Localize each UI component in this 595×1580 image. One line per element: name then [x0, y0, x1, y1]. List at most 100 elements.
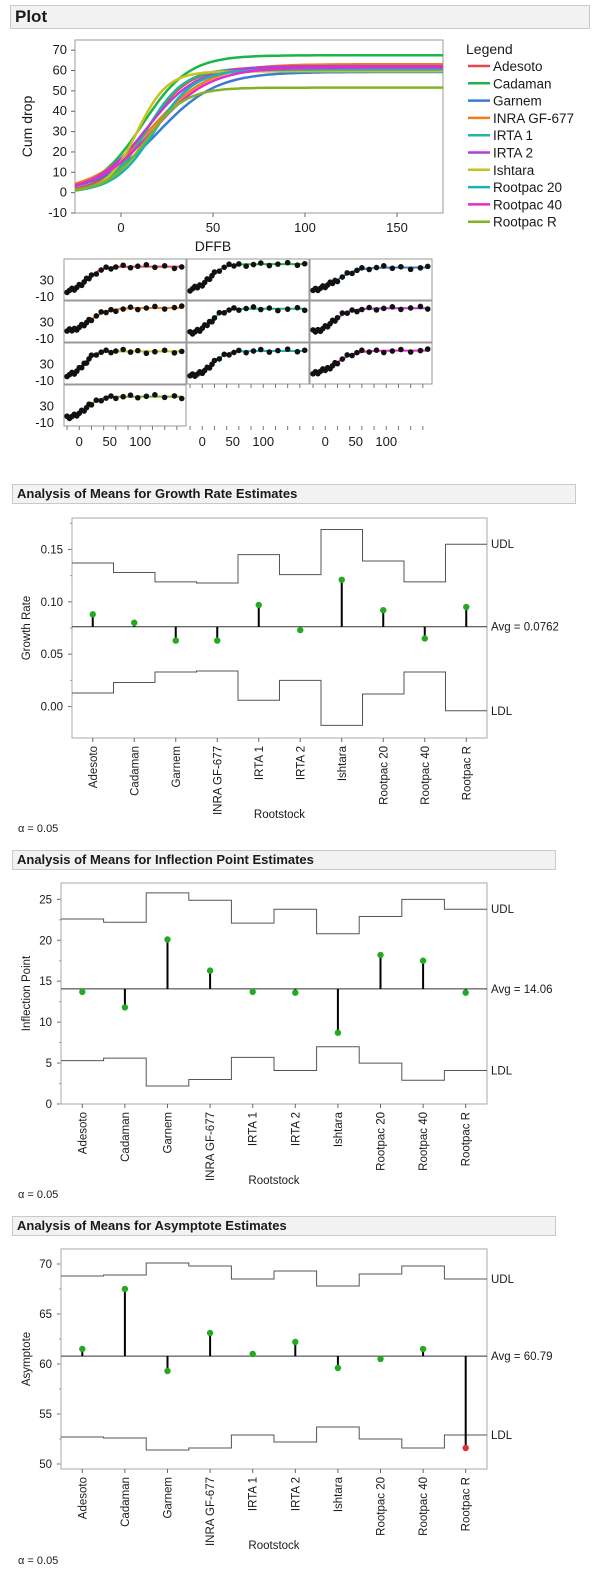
- udl-step-line: [61, 1262, 487, 1287]
- data-point: [380, 606, 387, 614]
- panel-data-point: [221, 310, 228, 316]
- data-point: [206, 967, 214, 974]
- panel-data-point: [152, 264, 158, 271]
- y-tick-label: 0.05: [41, 649, 63, 661]
- panel-data-point: [398, 306, 404, 313]
- data-point: [377, 1355, 384, 1363]
- panel-y-tick-label: 30: [40, 315, 54, 330]
- panel-x-tick-label: 100: [252, 434, 274, 449]
- legend-entry: INRA GF-677: [493, 111, 574, 126]
- panel-data-point: [250, 261, 257, 268]
- panel-data-point: [284, 346, 291, 352]
- panel-data-point: [113, 308, 119, 315]
- category-label: Rootpac 40: [418, 1477, 430, 1536]
- asymptote-header[interactable]: Analysis of Means for Asymptote Estimate…: [12, 1216, 556, 1236]
- category-label: IRTA 2: [295, 746, 307, 780]
- data-point: [297, 626, 304, 634]
- category-label: Rootpac 20: [376, 1112, 388, 1171]
- inflection-point-alpha: α = 0.05: [18, 1189, 59, 1201]
- panel-data-point: [143, 305, 150, 311]
- data-point: [249, 1350, 256, 1358]
- y-tick-label: 55: [39, 1409, 52, 1421]
- legend-entry: Garnem: [493, 94, 542, 109]
- panel-data-point: [127, 392, 134, 398]
- panel-data-point: [83, 360, 90, 366]
- panel-data-point: [424, 346, 431, 352]
- avg-label: Avg = 60.79: [491, 1351, 553, 1363]
- ldl-step-line: [61, 1426, 487, 1451]
- panel-data-point: [178, 303, 185, 309]
- panel-data-point: [221, 264, 228, 271]
- ldl-label: LDL: [491, 706, 513, 718]
- panel-data-point: [103, 309, 109, 316]
- x-axis-label: Rootstock: [248, 1175, 299, 1187]
- category-label: Ishtara: [337, 745, 349, 781]
- panel-x-tick-label: 0: [76, 434, 83, 449]
- panel-data-point: [221, 351, 228, 358]
- category-label: Rootpac R: [461, 1477, 473, 1531]
- panel-data-point: [339, 274, 346, 280]
- panel-data-point: [231, 263, 237, 269]
- panel-data-point: [407, 266, 414, 273]
- category-label: Rootpac 40: [418, 1112, 430, 1171]
- panel-data-point: [216, 356, 223, 362]
- ldl-label: LDL: [491, 1065, 513, 1077]
- asymptote-title: Analysis of Means for Asymptote Estimate…: [17, 1218, 287, 1233]
- data-point: [79, 1345, 86, 1353]
- inflection-point-header[interactable]: Analysis of Means for Inflection Point E…: [12, 850, 556, 870]
- panel-data-point: [98, 309, 105, 315]
- y-axis-label: Asymptote: [21, 1332, 33, 1386]
- panel-data-point: [258, 346, 264, 353]
- category-label: Garnem: [163, 1112, 175, 1154]
- x-tick-label: 0: [117, 220, 124, 235]
- panel-data-point: [108, 306, 114, 313]
- data-point: [255, 601, 262, 609]
- growth-rate-title: Analysis of Means for Growth Rate Estima…: [17, 486, 298, 501]
- panel-data-point: [216, 268, 223, 274]
- panel-data-point: [284, 306, 291, 312]
- panel-data-point: [294, 304, 301, 311]
- panel-data-point: [143, 261, 150, 268]
- y-tick-label: 0.15: [41, 544, 63, 556]
- panel-data-point: [389, 304, 396, 310]
- panel-data-point: [161, 347, 168, 354]
- panel-data-point: [226, 261, 232, 268]
- panel-data-point: [417, 303, 424, 310]
- panel-data-point: [178, 348, 185, 355]
- panel-data-point: [93, 271, 100, 277]
- legend-entry: IRTA 1: [493, 128, 533, 143]
- panel-data-point: [398, 346, 404, 353]
- data-point: [164, 1367, 171, 1375]
- panel-data-point: [98, 397, 105, 404]
- panel-data-point: [93, 397, 100, 403]
- panel-data-point: [211, 357, 218, 364]
- panel-data-point: [258, 306, 264, 313]
- plot-section-header[interactable]: Plot: [10, 5, 590, 29]
- category-label: Cadaman: [129, 746, 141, 796]
- panel-data-point: [226, 307, 232, 313]
- panel-x-tick-label: 50: [226, 434, 240, 449]
- panel-data-point: [381, 305, 387, 312]
- ldl-step-line: [72, 670, 487, 726]
- category-label: Ishtara: [333, 1111, 345, 1147]
- panel-data-point: [354, 308, 360, 315]
- y-tick-label: 60: [39, 1359, 52, 1371]
- data-point: [463, 603, 470, 611]
- category-label: IRTA 1: [254, 746, 266, 780]
- data-point: [214, 637, 221, 644]
- y-axis-label: Inflection Point: [21, 955, 33, 1031]
- growth-rate-header[interactable]: Analysis of Means for Growth Rate Estima…: [12, 484, 576, 504]
- category-label: Rootpac R: [461, 1112, 473, 1166]
- data-point: [249, 988, 256, 996]
- panel-data-point: [417, 347, 424, 354]
- category-label: Adesoto: [77, 1477, 89, 1519]
- category-label: Cadaman: [120, 1477, 132, 1527]
- panel-y-tick-label: -10: [35, 289, 54, 304]
- panel-data-point: [113, 348, 119, 354]
- panel-data-point: [236, 307, 242, 313]
- panel-data-point: [381, 263, 387, 269]
- panel-data-point: [161, 263, 168, 269]
- category-label: Rootpac 40: [420, 746, 432, 805]
- panel-data-point: [284, 259, 291, 266]
- panel-data-point: [135, 263, 141, 270]
